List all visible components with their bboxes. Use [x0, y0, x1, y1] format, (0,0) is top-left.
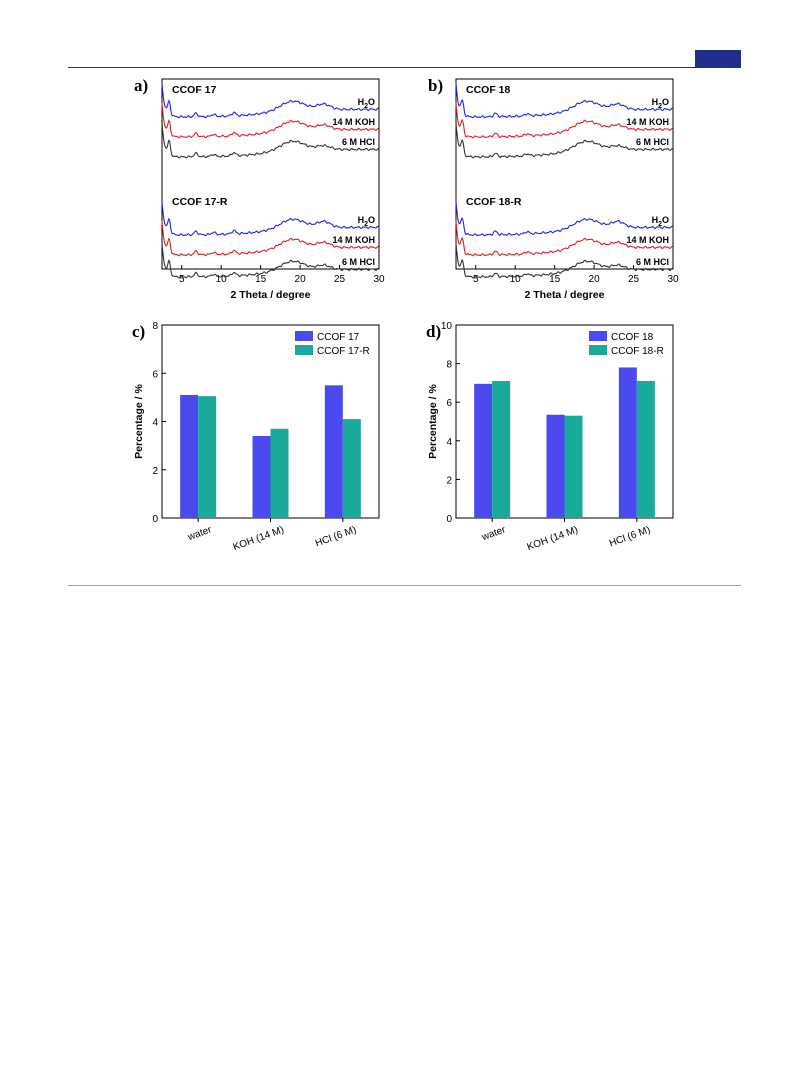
series-group-label: CCOF 18-R [466, 196, 522, 208]
x-tick-label: 15 [549, 274, 561, 285]
legend-label: CCOF 17-R [317, 346, 370, 357]
header-badge [695, 50, 741, 67]
xrd-curve [455, 242, 673, 279]
xrd-curve [455, 83, 673, 119]
xrd-curve [161, 102, 379, 139]
y-tick-label: 4 [446, 437, 452, 448]
x-tick-label: HCl (6 M) [608, 524, 652, 549]
y-axis-title: Percentage / % [427, 383, 439, 458]
bar [324, 385, 343, 518]
curve-label: 14 M KOH [626, 117, 669, 127]
x-tick-label: 25 [628, 274, 640, 285]
plot-frame [161, 78, 380, 270]
bar [618, 367, 637, 518]
panel-letter: d) [426, 322, 441, 341]
x-tick-label: 25 [334, 274, 346, 285]
y-tick-label: 4 [152, 418, 158, 429]
chart-3: 0 2 4 6 8 Percentage / % c) water KOH (14 M) HCl … [132, 321, 380, 553]
x-tick-label: 20 [589, 274, 601, 285]
legend-label: CCOF 18 [611, 332, 654, 343]
bar [492, 380, 511, 518]
bar [198, 396, 217, 518]
x-tick-label: 30 [667, 274, 679, 285]
bar [636, 380, 655, 518]
y-axis-title: Percentage / % [133, 383, 145, 458]
xrd-curve [455, 102, 673, 139]
y-tick-label: 0 [152, 514, 158, 525]
y-tick-label: 2 [152, 466, 158, 477]
bar [270, 428, 289, 518]
x-tick-label: water [186, 524, 214, 543]
curve-label: 14 M KOH [332, 235, 375, 245]
chart-2: 5 10 15 20 25 30 2 Theta / degree b) CCOF 18 CCOF… [428, 76, 679, 301]
x-tick-label: 30 [373, 274, 385, 285]
legend-label: CCOF 18-R [611, 346, 664, 357]
legend-swatch [295, 345, 313, 355]
y-tick-label: 8 [446, 360, 452, 371]
panel-letter: b) [428, 76, 443, 95]
plot-frame [455, 78, 674, 270]
curve-label: 6 M HCl [342, 137, 375, 147]
x-tick-label: HCl (6 M) [314, 524, 358, 549]
series-group-label: CCOF 17 [172, 84, 217, 96]
chart-1: 5 10 15 20 25 30 2 Theta / degree a) CCOF 17 CCOF… [134, 76, 385, 301]
legend-label: CCOF 17 [317, 332, 360, 343]
panel-letter: c) [132, 322, 145, 341]
xrd-curve [161, 242, 379, 279]
bar [252, 435, 271, 518]
figure-bottom-rule [68, 585, 741, 586]
legend-swatch [295, 331, 313, 341]
curve-label: 6 M HCl [636, 137, 669, 147]
x-axis-title: 2 Theta / degree [231, 289, 311, 301]
panel-letter: a) [134, 76, 148, 95]
x-axis-title: 2 Theta / degree [525, 289, 605, 301]
curve-label: H2O [358, 97, 375, 110]
bar [180, 394, 199, 518]
y-tick-label: 6 [152, 369, 158, 380]
header-rule [68, 67, 741, 68]
y-tick-label: 10 [441, 321, 453, 332]
x-tick-label: 20 [295, 274, 307, 285]
y-tick-label: 0 [446, 514, 452, 525]
x-tick-label: KOH (14 M) [232, 524, 286, 553]
y-tick-label: 8 [152, 321, 158, 332]
bar [474, 383, 493, 518]
xrd-curve [161, 83, 379, 119]
xrd-curve [161, 220, 379, 257]
x-tick-label: 10 [510, 274, 522, 285]
series-group-label: CCOF 17-R [172, 196, 228, 208]
curve-label: H2O [652, 215, 669, 228]
x-tick-label: water [480, 524, 508, 543]
x-tick-label: 5 [473, 274, 479, 285]
legend-swatch [589, 345, 607, 355]
xrd-curve [455, 220, 673, 257]
bar [564, 415, 583, 518]
curve-label: 14 M KOH [332, 117, 375, 127]
xrd-curve [455, 122, 673, 159]
bar [342, 419, 361, 518]
curve-label: H2O [652, 97, 669, 110]
x-tick-label: 5 [179, 274, 185, 285]
series-group-label: CCOF 18 [466, 84, 511, 96]
y-tick-label: 6 [446, 398, 452, 409]
x-tick-label: KOH (14 M) [526, 524, 580, 553]
curve-label: H2O [358, 215, 375, 228]
xrd-curve [161, 122, 379, 159]
y-tick-label: 2 [446, 475, 452, 486]
x-tick-label: 10 [216, 274, 228, 285]
xrd-curve [161, 201, 379, 237]
x-tick-label: 15 [255, 274, 267, 285]
curve-label: 14 M KOH [626, 235, 669, 245]
legend-swatch [589, 331, 607, 341]
chart-4: 0 2 4 6 8 10 Percentage / % d) water KOH (14 M) HC… [426, 321, 674, 553]
curve-label: 6 M HCl [342, 257, 375, 267]
curve-label: 6 M HCl [636, 257, 669, 267]
xrd-curve [455, 201, 673, 237]
bar [546, 414, 565, 518]
